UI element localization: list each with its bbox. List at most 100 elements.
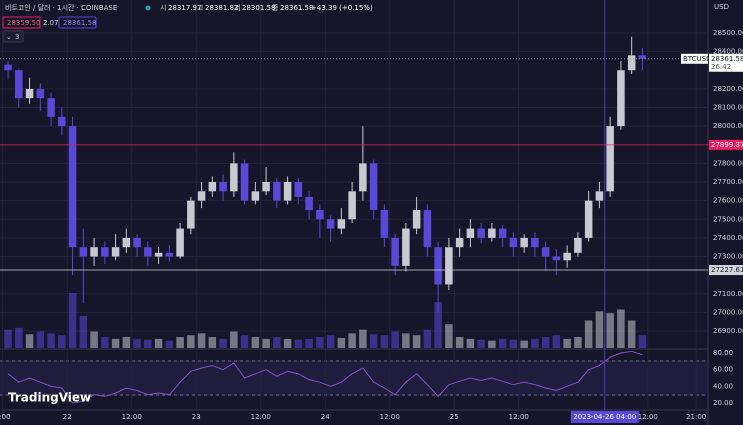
volume-bar: [144, 339, 152, 348]
indicator-toggle[interactable]: [2, 30, 24, 43]
candle-body: [283, 182, 292, 201]
rsi-band: [0, 360, 708, 396]
volume-bar: [466, 338, 475, 348]
ohlc-label: 저: [234, 3, 240, 12]
candle-body: [423, 209, 432, 248]
x-tick-label: 12:00: [638, 413, 658, 421]
price-tag-label: 27899.37: [711, 141, 743, 149]
price-tag: [709, 139, 743, 150]
candle-body: [58, 116, 66, 127]
volume-bar: [498, 338, 507, 348]
candle-body: [251, 191, 260, 201]
volume-bar: [176, 337, 184, 348]
volume-bar: [25, 334, 34, 348]
volume-bar: [348, 333, 356, 348]
candle-body: [294, 182, 303, 197]
volume-bar: [68, 293, 77, 348]
candle-body: [455, 237, 464, 248]
ask[interactable]: 28361.58: [63, 19, 96, 27]
candle-body: [187, 200, 195, 229]
brand: TradingView: [8, 391, 91, 405]
volume-bar: [584, 320, 593, 348]
volume-bar: [4, 329, 12, 348]
volume-bar: [305, 338, 313, 348]
last-price-label: 28361.58: [711, 55, 743, 63]
candle-body: [122, 237, 131, 248]
price-tag: [709, 265, 743, 276]
volume-bar: [101, 337, 109, 348]
candle-body: [273, 182, 281, 201]
y-tick-label: 27300.00: [713, 253, 743, 261]
volume-bar: [606, 313, 614, 348]
y-tick-label: 27000.00: [713, 308, 743, 316]
bid-box[interactable]: [2, 16, 41, 29]
price-tag-label: 27227.61: [711, 266, 743, 274]
y-tick-label: 26900.00: [713, 327, 743, 335]
status-dot: [145, 5, 151, 11]
candle-body: [380, 209, 389, 238]
volume-bar: [197, 333, 206, 348]
indicator-count[interactable]: 3: [15, 33, 19, 41]
volume-bar: [36, 331, 45, 348]
volume-bar: [552, 335, 561, 348]
rsi-tick-label: 40.00: [713, 382, 733, 390]
candle-body: [176, 228, 184, 257]
volume-bar: [455, 337, 464, 348]
candle-body: [111, 247, 120, 257]
volume-bar: [391, 331, 399, 348]
currency[interactable]: USD: [714, 3, 729, 11]
symbol-tag-label: BTCUSD: [683, 55, 712, 63]
volume-bar: [47, 333, 55, 348]
ohlc-label: 고: [197, 4, 204, 12]
symbol-title: 비트코인 / 달러 · 1시간 · COINBASE: [5, 3, 117, 12]
ask-box[interactable]: [58, 16, 97, 29]
y-tick-label: 27600.00: [713, 197, 743, 205]
bid[interactable]: 28359.50: [7, 19, 40, 27]
candle-body: [584, 200, 593, 238]
volume-bar: [509, 339, 518, 348]
rsi-tick-label: 20.00: [713, 399, 733, 407]
volume-bar: [337, 337, 346, 348]
volume-bar: [230, 331, 238, 348]
volume-bar: [316, 337, 324, 348]
volume-bar: [251, 337, 260, 348]
candle-body: [68, 126, 77, 248]
volume-bar: [541, 337, 550, 348]
candle-body: [25, 88, 34, 99]
y-tick-label: 28200.00: [713, 85, 743, 93]
candle-body: [165, 252, 174, 257]
y-tick-label: 28400.00: [713, 48, 743, 56]
last-price-tag: [709, 53, 743, 72]
chevron[interactable]: ⌄: [6, 33, 12, 41]
candle-body: [305, 196, 313, 210]
candle-body: [208, 182, 217, 192]
candle-body: [466, 228, 475, 238]
candle-body: [574, 237, 582, 253]
volume-bar: [423, 329, 432, 348]
y-tick-label: 27800.00: [713, 159, 743, 167]
volume-bar: [369, 334, 378, 348]
candle-body: [90, 247, 98, 257]
candle-body: [369, 163, 378, 210]
volume-bar: [380, 335, 389, 348]
x-tick-label: 12:00: [122, 413, 142, 421]
volume-bar: [477, 339, 485, 348]
candle-body: [563, 252, 571, 261]
candle-body: [348, 191, 356, 220]
y-tick-label: 28100.00: [713, 103, 743, 111]
rsi-tick-label: 80.00: [713, 349, 733, 357]
ohlc-value: 28301.58: [242, 4, 275, 12]
candle-body: [617, 70, 625, 127]
volume-bar: [563, 338, 571, 348]
candle-body: [154, 252, 163, 257]
x-tick-label: 22: [63, 413, 72, 421]
candle-body: [531, 237, 539, 248]
candle-body: [606, 126, 614, 192]
x-tick-label: 12:00: [380, 413, 400, 421]
candle-body: [638, 55, 647, 59]
volume-bar: [595, 311, 604, 348]
candle-body: [326, 219, 335, 229]
candle-body: [391, 237, 399, 266]
y-tick-label: 27100.00: [713, 290, 743, 298]
candle-body: [316, 209, 324, 220]
